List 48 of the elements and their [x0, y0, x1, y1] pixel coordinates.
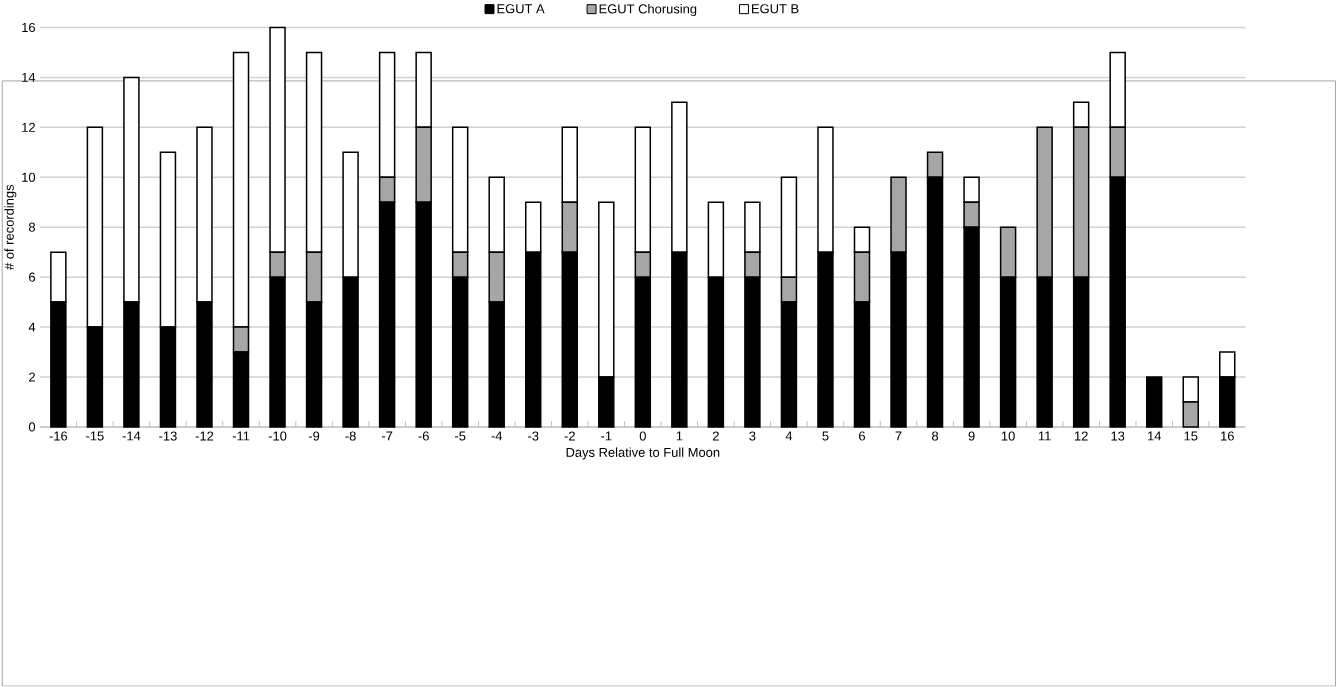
- x-tick-label: -3: [528, 431, 539, 441]
- x-tick-label: -4: [491, 431, 503, 441]
- y-tick-label: 2: [29, 372, 35, 382]
- x-tick-label: -11: [232, 431, 250, 441]
- x-tick-label: -2: [564, 431, 575, 441]
- x-tick-label: 14: [1148, 431, 1162, 441]
- x-tick-label: 13: [1111, 431, 1125, 441]
- x-tick-label: 5: [822, 431, 829, 441]
- x-tick-label: -7: [381, 431, 393, 441]
- y-tick-label: 4: [28, 322, 36, 332]
- bar: [1145, 376, 1163, 428]
- y-tick-label: 6: [29, 272, 36, 282]
- x-tick-label: 12: [1074, 431, 1088, 441]
- x-tick-label: -9: [308, 431, 320, 441]
- y-tick-label: 12: [22, 123, 35, 133]
- x-tick-label: 1: [676, 431, 683, 441]
- y-axis-title: # of recordings: [4, 185, 17, 271]
- x-tick-label: -16: [49, 431, 68, 441]
- x-tick-label: 16: [1221, 431, 1234, 441]
- x-tick-label: 10: [1001, 431, 1015, 441]
- x-tick-label: 8: [932, 431, 939, 441]
- y-tick-label: 10: [22, 172, 36, 183]
- x-tick-label: 4: [785, 431, 793, 441]
- x-tick-label: 15: [1184, 431, 1198, 441]
- x-tick-label: 7: [895, 431, 902, 441]
- x-tick-label: -13: [159, 431, 177, 441]
- x-tick-label: -6: [418, 431, 429, 441]
- x-tick-label: -10: [268, 431, 287, 441]
- x-tick-label: 2: [712, 431, 719, 441]
- y-tick-label: 8: [28, 222, 36, 232]
- x-tick-label: -1: [601, 431, 612, 441]
- x-tick-label: 0: [639, 431, 646, 441]
- x-tick-label: -14: [122, 431, 141, 441]
- x-tick-label: -5: [455, 431, 466, 441]
- y-tick-label: 14: [22, 73, 36, 83]
- y-tick-label: 16: [22, 23, 36, 33]
- legend-label: EGUT B: [752, 4, 799, 14]
- x-tick-label: 3: [749, 431, 756, 441]
- x-tick-label: -8: [345, 431, 356, 441]
- x-axis-title: Days Relative to Full Moon: [566, 447, 720, 460]
- x-tick-label: -12: [195, 431, 214, 441]
- x-tick-label: 6: [859, 431, 866, 441]
- y-tick-label: 0: [28, 422, 36, 432]
- legend-label: EGUT Chorusing: [599, 4, 697, 17]
- x-tick-label: -15: [86, 431, 104, 441]
- legend-label: EGUT A: [497, 4, 545, 14]
- x-tick-label: 11: [1038, 431, 1051, 441]
- x-tick-label: 9: [968, 431, 975, 441]
